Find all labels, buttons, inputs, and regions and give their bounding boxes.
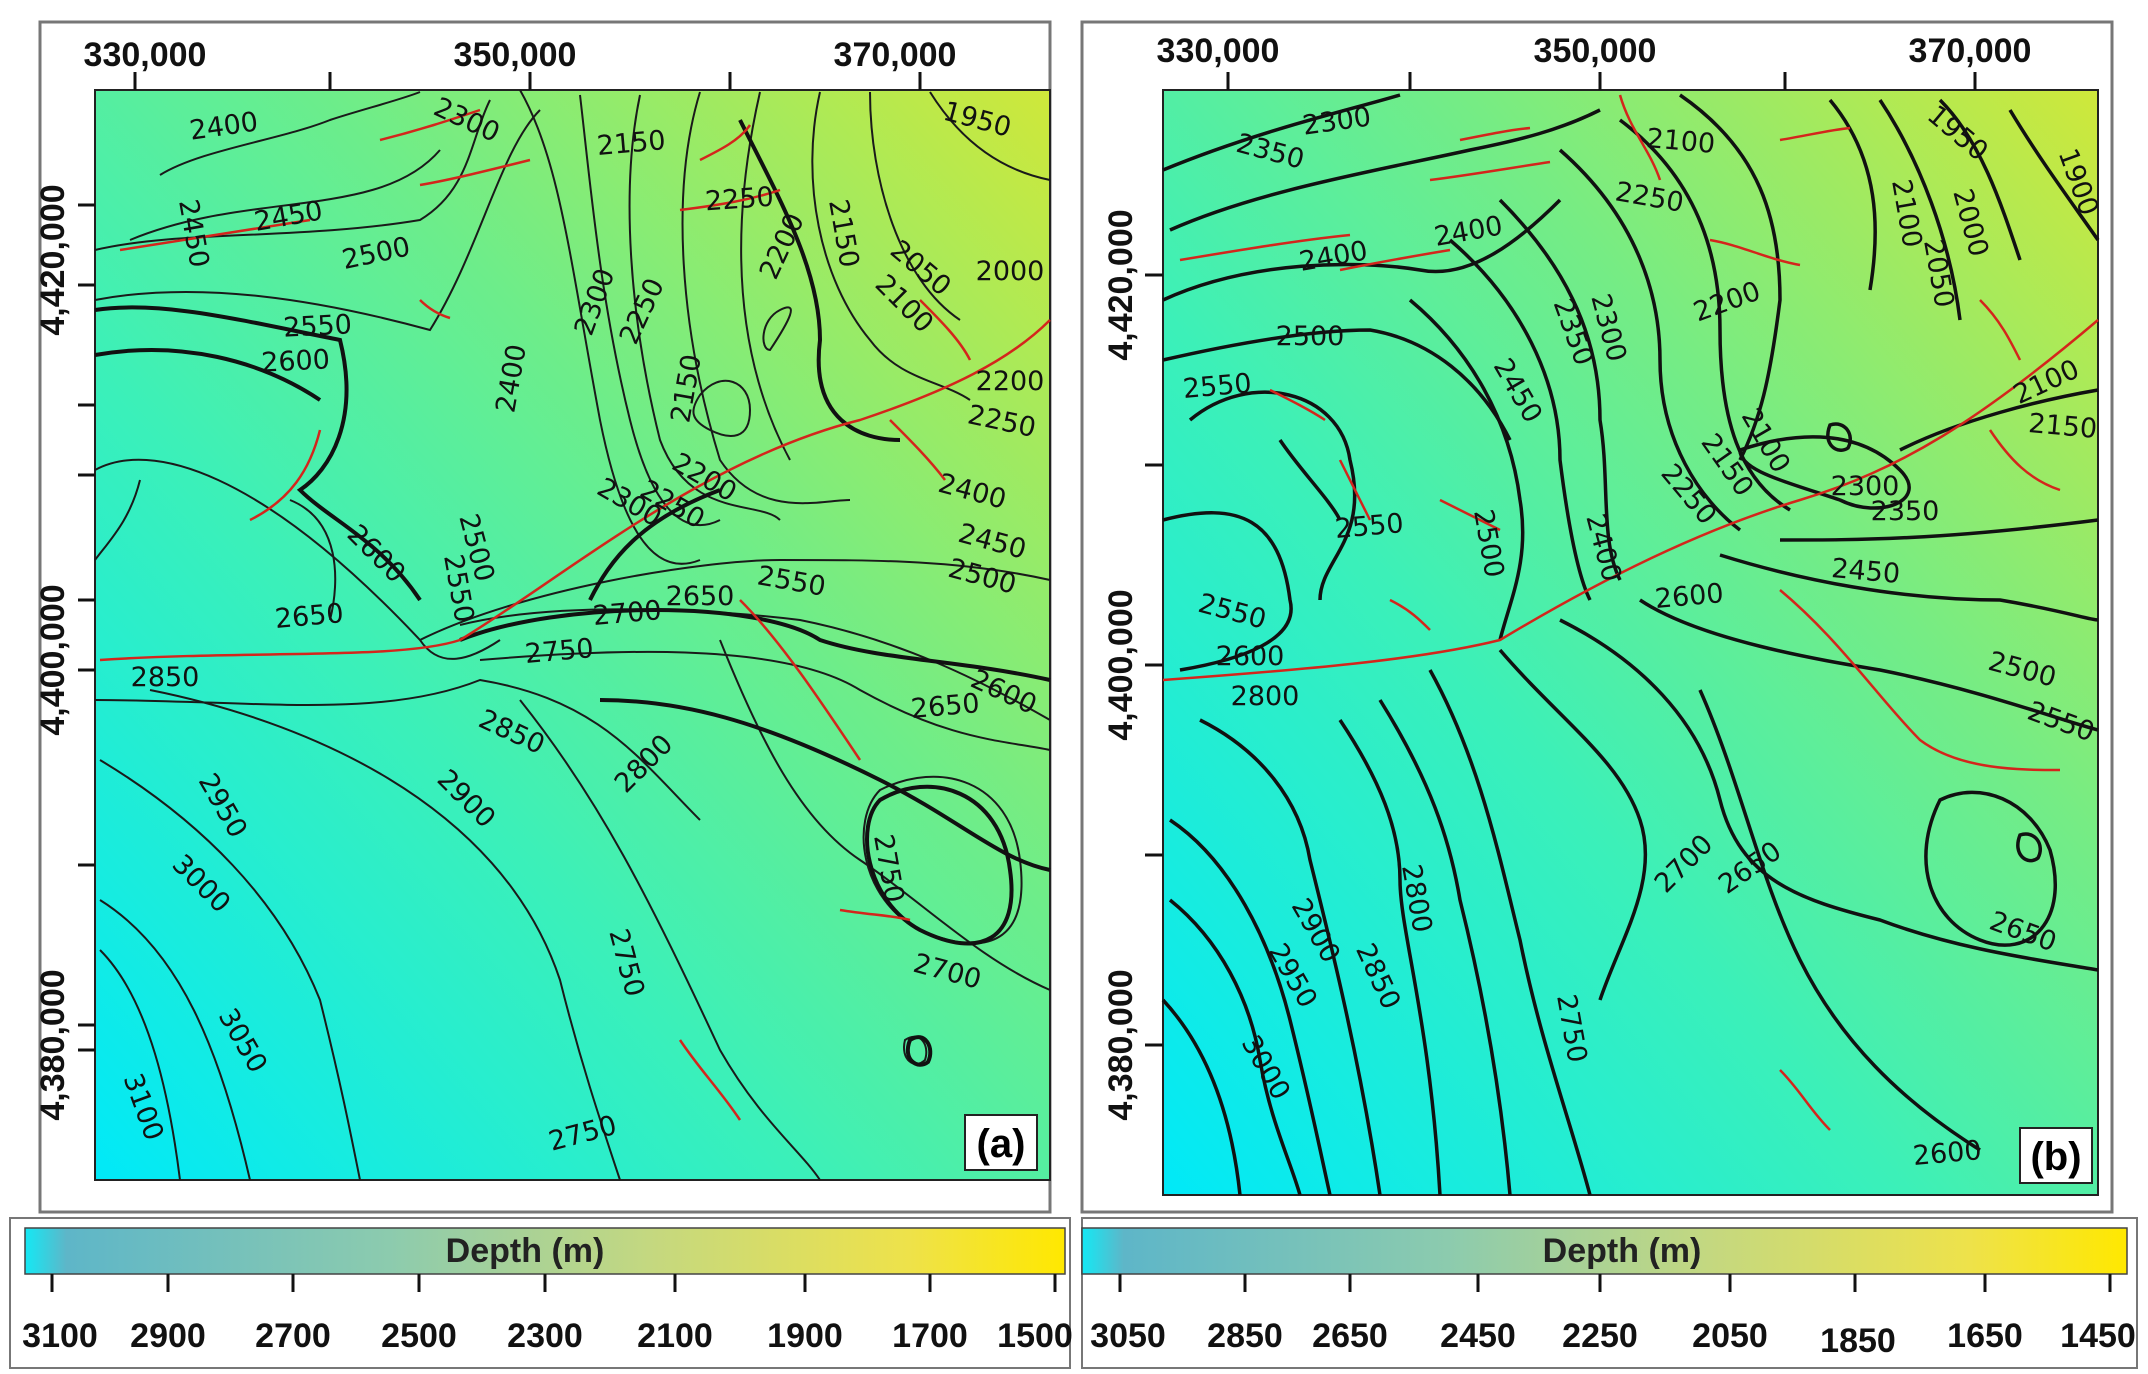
contour-label: 2550 <box>1334 508 1405 545</box>
panel-b-colorbar-ticks <box>1118 1274 2112 1292</box>
panel-b-colorbar-tick-label: 1850 <box>1820 1322 1896 1360</box>
panel-a-colorbar-tick-label: 2500 <box>381 1317 457 1355</box>
panel-a-colorbar-tick-label: 3100 <box>22 1317 98 1355</box>
contour-label: 2650 <box>910 688 981 725</box>
panel-a-colorbar-tick-label: 2300 <box>507 1317 583 1355</box>
panel-b-y-tick-label: 4,380,000 <box>1102 969 1140 1120</box>
panel-a-colorbar-title: Depth (m) <box>446 1232 605 1270</box>
panel-a: 330,000 350,000 370,000 4,420,000 4,400,… <box>9 20 1073 1369</box>
panel-b-tag: (b) <box>2030 1135 2081 1179</box>
contour-label: 2650 <box>274 598 345 635</box>
panel-b-x-tick-label: 330,000 <box>1157 32 1280 70</box>
panel-a-y-ticks <box>78 203 95 1052</box>
panel-a-colorbar-tick-label: 2700 <box>255 1317 331 1355</box>
panel-b-colorbar <box>1081 1227 2128 1275</box>
contour-label: 2500 <box>1276 321 1345 352</box>
panel-a-y-tick-label: 4,420,000 <box>34 184 72 335</box>
contour-label: 2600 <box>1912 1135 1983 1172</box>
panel-b: 330,000 350,000 370,000 4,420,000 4,400,… <box>1080 20 2138 1369</box>
panel-b-colorbar-tick-label: 2850 <box>1207 1317 1283 1355</box>
contour-label: 2550 <box>282 309 352 344</box>
panel-b-colorbar-tick-label: 2650 <box>1312 1317 1388 1355</box>
panel-a-x-ticks <box>133 72 922 90</box>
panel-a-colorbar-tick-label: 2100 <box>637 1317 713 1355</box>
panel-b-x-ticks <box>1226 72 1977 90</box>
contour-label: 2800 <box>1231 681 1300 712</box>
contour-label: 2750 <box>524 633 595 670</box>
contour-label: 2600 <box>260 344 330 379</box>
panel-b-x-tick-label: 370,000 <box>1909 32 2032 70</box>
panel-b-faults <box>1162 94 2099 1131</box>
contour-label: 2450 <box>1830 553 1901 590</box>
panel-a-tag-box <box>964 1114 1038 1171</box>
panel-a-x-tick-label: 330,000 <box>84 36 207 74</box>
panel-a-colorbar-tick-label: 2900 <box>130 1317 206 1355</box>
panel-b-x-tick-label: 350,000 <box>1534 32 1657 70</box>
panel-b-colorbar-tick-label: 1650 <box>1947 1317 2023 1355</box>
contour-label: 2300 <box>1831 471 1900 502</box>
panel-a-contours <box>94 89 1051 1181</box>
panel-b-colorbar-tick-label: 3050 <box>1090 1317 1166 1355</box>
contour-label: 2250 <box>704 182 775 218</box>
panel-b-colorbar-tick-label: 1450 <box>2060 1317 2136 1355</box>
contour-label: 2100 <box>1645 123 1716 160</box>
panel-b-y-tick-label: 4,400,000 <box>1102 589 1140 740</box>
contour-label: 2850 <box>131 662 200 693</box>
panel-b-colorbar-tick-label: 2450 <box>1440 1317 1516 1355</box>
contour-label: 2600 <box>1216 641 1285 672</box>
contour-label: 2550 <box>1182 368 1253 405</box>
panel-b-y-tick-label: 4,420,000 <box>1102 209 1140 360</box>
panel-a-colorbar-tick-label: 1700 <box>892 1317 968 1355</box>
contour-label: 2600 <box>1654 578 1725 615</box>
panel-a-colorbar-tick-label: 1500 <box>997 1317 1073 1355</box>
panel-a-bold-contours <box>94 119 1051 1067</box>
contour-label: 2350 <box>1871 496 1940 527</box>
panel-b-contours <box>1161 93 2100 1196</box>
panel-a-colorbar-ticks <box>50 1274 1057 1292</box>
panel-a-y-tick-label: 4,400,000 <box>34 584 72 735</box>
panel-b-colorbar-title: Depth (m) <box>1543 1232 1702 1270</box>
panel-b-map <box>1162 89 2099 1196</box>
panel-b-colorbar-tick-label: 2050 <box>1692 1317 1768 1355</box>
contour-label: 2000 <box>976 256 1045 287</box>
contour-label: 2200 <box>976 366 1045 397</box>
panel-a-faults <box>99 108 1051 1121</box>
panel-b-y-ticks <box>1145 273 1163 1047</box>
contour-label: 2650 <box>666 581 735 612</box>
panel-b-tag-box <box>2019 1127 2093 1184</box>
panel-a-y-tick-label: 4,380,000 <box>34 969 72 1120</box>
panel-a-tag: (a) <box>977 1122 1026 1166</box>
panel-a-colorbar-tick-label: 1900 <box>767 1317 843 1355</box>
panel-a-x-tick-label: 370,000 <box>834 36 957 74</box>
contour-label: 2150 <box>2027 408 2098 445</box>
contour-label: 2150 <box>596 125 667 162</box>
panel-a-x-tick-label: 350,000 <box>454 36 577 74</box>
panel-b-colorbar-tick-label: 2250 <box>1562 1317 1638 1355</box>
contour-label: 2700 <box>592 595 663 632</box>
